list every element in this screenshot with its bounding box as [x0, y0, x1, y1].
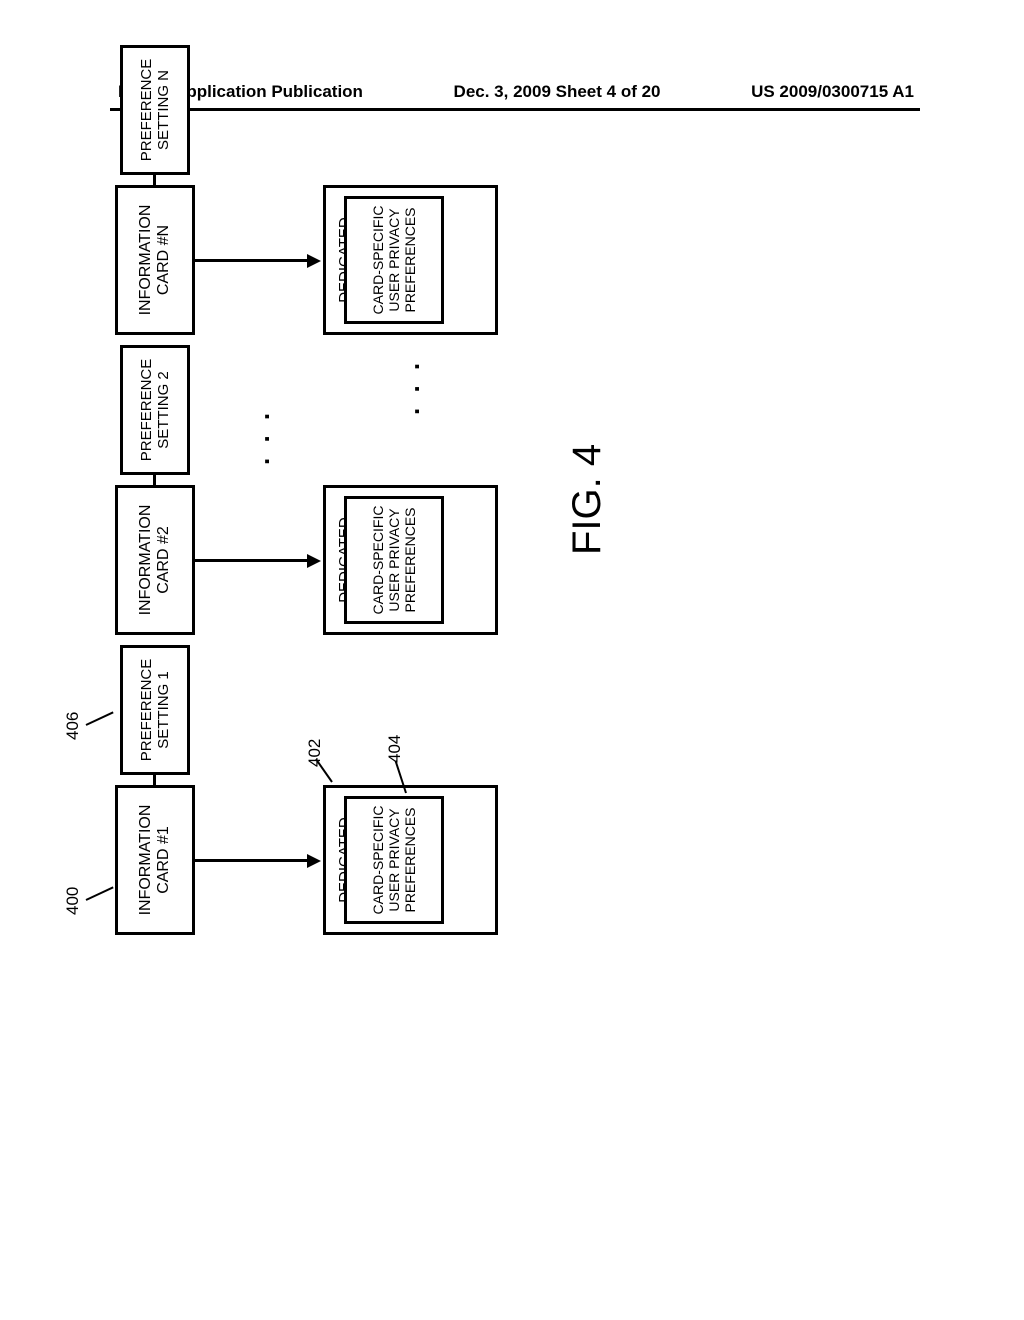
- ref-406-line: [86, 711, 114, 725]
- header-right: US 2009/0300715 A1: [751, 82, 914, 102]
- ref-404: 404: [385, 735, 405, 763]
- ruleset-2-inner-label: CARD-SPECIFIC USER PRIVACY PREFERENCES: [370, 506, 418, 615]
- ruleset-1-inner: CARD-SPECIFIC USER PRIVACY PREFERENCES: [344, 796, 444, 924]
- dedicated-ruleset-n: DEDICATED RULESET #N CARD-SPECIFIC USER …: [323, 185, 498, 335]
- pref-1-label: PREFERENCE SETTING 1: [138, 659, 173, 762]
- conn-cardn-prefn: [153, 175, 156, 185]
- conn-card1-pref1: [153, 775, 156, 785]
- card-1-label: INFORMATION CARD #1: [137, 805, 174, 916]
- figure-4-diagram: INFORMATION CARD #1 PREFERENCE SETTING 1…: [45, 205, 915, 935]
- card-2-label: INFORMATION CARD #2: [137, 505, 174, 616]
- information-card-1: INFORMATION CARD #1: [115, 785, 195, 935]
- arrow-line-n: [195, 259, 310, 262]
- dedicated-ruleset-2: DEDICATED RULESET #2 CARD-SPECIFIC USER …: [323, 485, 498, 635]
- header-center: Dec. 3, 2009 Sheet 4 of 20: [454, 82, 661, 102]
- header-rule: [110, 108, 920, 111]
- ref-400: 400: [63, 887, 83, 915]
- ellipsis-top: . . .: [245, 409, 276, 465]
- ruleset-1-inner-label: CARD-SPECIFIC USER PRIVACY PREFERENCES: [370, 806, 418, 915]
- preference-setting-n: PREFERENCE SETTING N: [120, 45, 190, 175]
- card-n-label: INFORMATION CARD #N: [137, 205, 174, 316]
- information-card-n: INFORMATION CARD #N: [115, 185, 195, 335]
- ref-402: 402: [305, 739, 325, 767]
- information-card-2: INFORMATION CARD #2: [115, 485, 195, 635]
- ruleset-n-inner: CARD-SPECIFIC USER PRIVACY PREFERENCES: [344, 196, 444, 324]
- arrow-head-2: [307, 554, 321, 568]
- preference-setting-2: PREFERENCE SETTING 2: [120, 345, 190, 475]
- ref-400-line: [86, 886, 114, 900]
- arrow-line-2: [195, 559, 310, 562]
- ruleset-n-inner-label: CARD-SPECIFIC USER PRIVACY PREFERENCES: [370, 206, 418, 315]
- dedicated-ruleset-1: DEDICATED RULESET #1 CARD-SPECIFIC USER …: [323, 785, 498, 935]
- arrow-head-n: [307, 254, 321, 268]
- figure-label: FIG. 4: [565, 444, 610, 555]
- ellipsis-bottom: . . .: [395, 359, 426, 415]
- pref-n-label: PREFERENCE SETTING N: [138, 59, 173, 162]
- ref-406: 406: [63, 712, 83, 740]
- arrow-head-1: [307, 854, 321, 868]
- pref-2-label: PREFERENCE SETTING 2: [138, 359, 173, 462]
- arrow-line-1: [195, 859, 310, 862]
- ruleset-2-inner: CARD-SPECIFIC USER PRIVACY PREFERENCES: [344, 496, 444, 624]
- conn-card2-pref2: [153, 475, 156, 485]
- preference-setting-1: PREFERENCE SETTING 1: [120, 645, 190, 775]
